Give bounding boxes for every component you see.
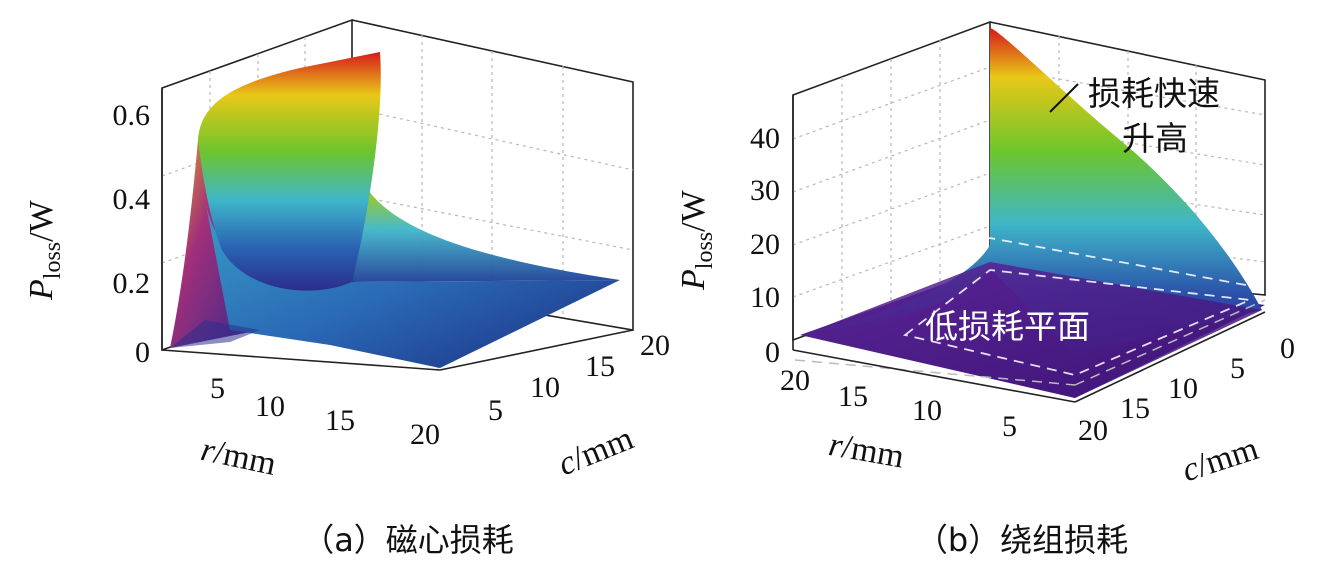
panel-a-ctick-0: 5 (488, 394, 503, 427)
panel-b-annotation-rise-1: 损耗快速 (1088, 74, 1220, 113)
panel-b: 0 10 20 30 40 Ploss/W 20 15 10 5 r/mm 0 … (675, 20, 1295, 559)
panel-a-xlabel: r/mm (198, 431, 280, 483)
panel-b-rtick-0: 20 (780, 364, 810, 397)
panel-b-annotation-rise-2: 升高 (1122, 119, 1188, 158)
panel-a-ylabel: c/mm (553, 420, 639, 483)
panel-b-ztick-4: 40 (750, 122, 780, 155)
panel-b-annotation-plane: 低损耗平面 (925, 307, 1090, 346)
panel-a-ztick-3: 0.6 (113, 99, 151, 132)
panel-b-axes (792, 95, 1266, 403)
panel-b-annotation-leader (1049, 83, 1079, 113)
panel-b-ctick-0: 0 (1280, 332, 1295, 365)
panel-b-xlabel: r/mm (826, 426, 907, 476)
panel-a-surface (170, 52, 620, 368)
panel-b-ctick-3: 15 (1120, 392, 1150, 425)
panel-a-ctick-3: 20 (640, 329, 670, 362)
panel-a-rtick-0: 5 (210, 372, 225, 405)
panel-b-ztick-3: 30 (750, 174, 780, 207)
panel-b-ztick-2: 20 (750, 228, 780, 261)
panel-a-axes (161, 88, 634, 371)
panel-b-ylabel: c/mm (1178, 430, 1263, 489)
panel-b-rtick-1: 15 (838, 380, 868, 413)
panel-b-ctick-2: 10 (1168, 372, 1198, 405)
panel-a-ztick-1: 0.2 (113, 267, 151, 300)
panel-b-ctick-4: 20 (1078, 414, 1108, 447)
panel-b-caption: （b）绕组损耗 (916, 521, 1128, 559)
panel-a-caption: （a）磁心损耗 (302, 521, 514, 559)
panel-a-rtick-2: 15 (325, 404, 355, 437)
panel-b-surface (800, 28, 1265, 398)
panel-a-rtick-3: 20 (410, 418, 440, 451)
panel-a-ztick-2: 0.4 (113, 183, 151, 216)
panel-a-zlabel: Ploss/W (23, 199, 66, 301)
panel-a-ztick-0: 0 (135, 336, 150, 369)
panel-b-back-dashes (794, 299, 1266, 386)
panel-a-ctick-1: 10 (530, 371, 560, 404)
panel-b-plane-outline (797, 237, 1263, 376)
panel-a-ctick-2: 15 (585, 350, 615, 383)
panel-b-ztick-0: 0 (765, 336, 780, 369)
panel-b-ztick-1: 10 (750, 281, 780, 314)
panel-a-rtick-1: 10 (255, 390, 285, 423)
panel-a: 0 0.2 0.4 0.6 Ploss/W 5 10 15 20 r/mm 5 … (23, 18, 670, 559)
panel-b-ctick-1: 5 (1230, 352, 1245, 385)
panel-b-rtick-2: 10 (912, 394, 942, 427)
panel-b-rtick-3: 5 (1002, 410, 1017, 443)
panel-b-zlabel: Ploss/W (675, 189, 718, 291)
